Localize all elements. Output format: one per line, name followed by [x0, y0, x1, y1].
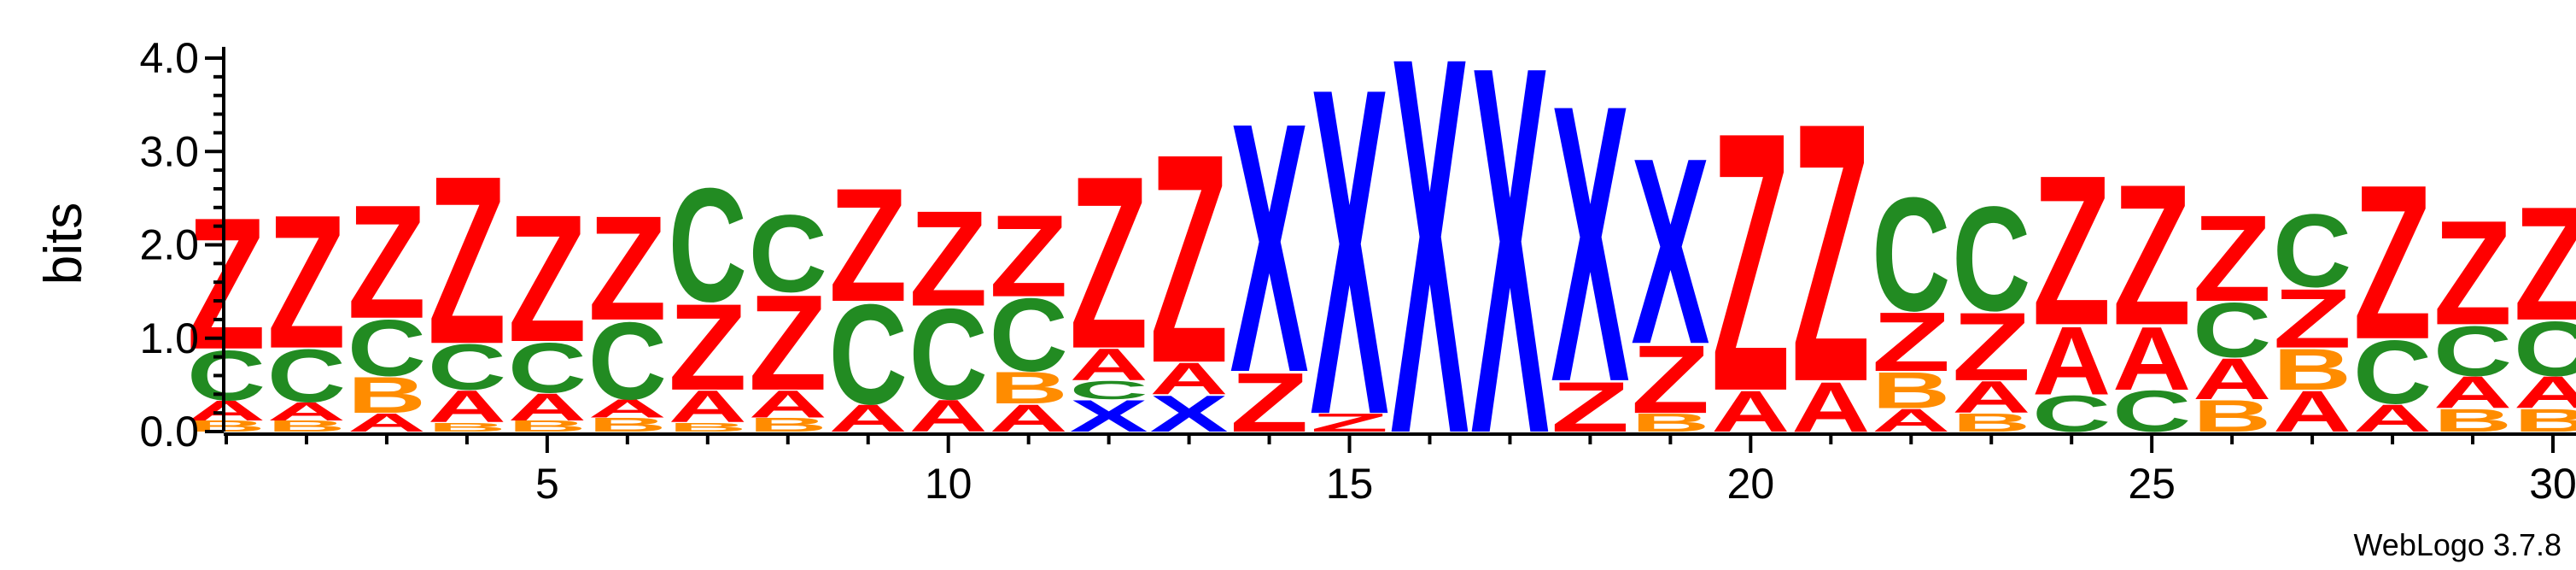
logo-letter-a: A — [267, 397, 346, 426]
logo-letter-c: C — [348, 303, 426, 393]
logo-letter-x: X — [1551, 24, 1630, 465]
x-tick-label: 5 — [535, 460, 559, 508]
logo-letter-a: A — [348, 408, 426, 437]
logo-letter-c: C — [2514, 306, 2576, 392]
y-tick-label: 0.0 — [139, 408, 199, 455]
logo-letter-z: Z — [1791, 46, 1870, 459]
x-tick-label: 25 — [2128, 460, 2176, 508]
logo-letter-a: A — [669, 381, 747, 432]
logo-letter-c: C — [669, 156, 747, 336]
logo-letter-z: Z — [2433, 189, 2512, 356]
logo-letter-z: Z — [1952, 293, 2030, 402]
logo-letter-b: B — [2273, 337, 2351, 403]
logo-letter-z: Z — [990, 191, 1068, 321]
y-tick-label: 4.0 — [139, 34, 199, 82]
logo-letter-c: C — [909, 281, 988, 426]
logo-letter-z: Z — [348, 172, 426, 352]
x-tick-label: 30 — [2529, 460, 2576, 508]
logo-letter-b: B — [588, 414, 667, 436]
logo-letter-b: B — [348, 367, 426, 424]
logo-letter-c: C — [829, 276, 908, 434]
logo-letter-a: A — [2514, 367, 2576, 418]
logo-letter-c: C — [187, 335, 266, 415]
logo-letter-b: B — [1631, 408, 1709, 437]
logo-letter-z: Z — [267, 176, 346, 388]
logo-letter-x: X — [1230, 49, 1310, 447]
logo-letter-a: A — [2193, 346, 2271, 412]
logo-letter-a: A — [428, 381, 506, 432]
logo-letter-a: A — [2433, 367, 2512, 418]
logo-letter-c: C — [2353, 321, 2432, 423]
logo-letter-c: C — [2273, 193, 2351, 309]
logo-letter-b: B — [669, 420, 747, 434]
logo-letter-c: C — [1070, 375, 1148, 404]
x-axis: 5 10 15 20 25 30 — [224, 432, 2576, 508]
weblogo-version-label: WebLogo 3.7.8 — [2353, 527, 2561, 562]
logo-letter-z: Z — [2112, 142, 2191, 367]
logo-letter-z: Z — [428, 126, 506, 394]
logo-letter-z: Z — [2514, 173, 2576, 354]
logo-letter-c: C — [508, 327, 587, 408]
logo-letter-x: X — [1631, 102, 1709, 399]
x-tick-label: 15 — [1326, 460, 1374, 508]
logo-letter-c: C — [1952, 177, 2030, 343]
logo-letter-z: Z — [909, 183, 988, 335]
logo-letter-a: A — [749, 383, 827, 426]
y-axis: 0.0 1.0 2.0 3.0 4.0 — [139, 34, 225, 455]
logo-letter-z: Z — [2353, 139, 2432, 385]
logo-letter-z: Z — [2032, 131, 2111, 370]
logo-letter-c: C — [2433, 311, 2512, 391]
logo-letter-b: B — [1872, 362, 1950, 420]
y-tick-label: 2.0 — [139, 221, 199, 269]
logo-letter-z: Z — [187, 178, 266, 388]
logo-letter-z: Z — [669, 279, 747, 416]
x-tick-label: 20 — [1727, 460, 1775, 508]
y-axis-title: bits — [34, 203, 93, 285]
logo-letter-z: Z — [1872, 295, 1950, 389]
logo-letter-c: C — [2193, 287, 2271, 373]
logo-letter-a: A — [187, 395, 266, 426]
logo-letter-z: Z — [749, 267, 827, 419]
logo-letter-c: C — [428, 332, 506, 404]
y-tick-label: 1.0 — [139, 314, 199, 362]
logo-letter-b: B — [508, 418, 587, 435]
logo-letter-b: B — [267, 418, 346, 435]
logo-letter-x: X — [1390, 0, 1469, 546]
logo-letter-c: C — [588, 300, 667, 423]
logo-letter-a: A — [1070, 339, 1148, 390]
logo-letter-z: Z — [1631, 326, 1709, 434]
logo-letter-c: C — [749, 192, 827, 315]
logo-letter-z: Z — [1150, 92, 1229, 425]
logo-letter-z: Z — [1711, 56, 1790, 468]
logo-letter-c: C — [267, 334, 346, 418]
logo-letter-a: A — [2032, 307, 2111, 415]
logo-letter-c: C — [990, 278, 1068, 394]
logo-letter-x: X — [1470, 0, 1550, 544]
logo-letter-b: B — [749, 414, 827, 436]
y-tick-label: 3.0 — [139, 127, 199, 175]
logo-letter-c: C — [1872, 165, 1950, 345]
logo-letter-x: X — [1310, 0, 1389, 513]
logo-letter-b: B — [990, 362, 1068, 413]
logo-letter-z: Z — [1070, 125, 1148, 400]
logo-letter-z: Z — [508, 178, 587, 381]
logo-letter-z: Z — [2193, 190, 2271, 327]
logo-letter-b: B — [428, 420, 506, 434]
logo-letter-a: A — [1150, 353, 1229, 403]
logo-letter-z: Z — [2273, 272, 2351, 366]
logo-letter-z: Z — [588, 185, 667, 352]
logo-letter-a: A — [588, 394, 667, 423]
x-tick-label: 10 — [925, 460, 973, 508]
logo-letter-a: A — [508, 385, 587, 429]
logo-letter-a: A — [1952, 372, 2030, 422]
logo-letter-a: A — [2112, 308, 2191, 409]
logo-letter-z: Z — [829, 156, 908, 336]
logo-letter-b: B — [1952, 408, 2030, 437]
